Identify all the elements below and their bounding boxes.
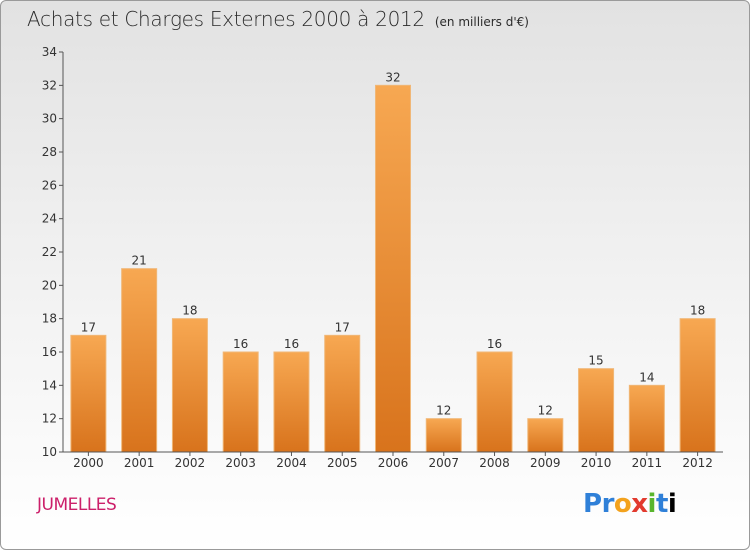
bar-2006 [375, 84, 411, 453]
value-label-2000: 17 [81, 320, 96, 334]
value-label-2005: 17 [335, 320, 350, 334]
bar-2001 [121, 268, 158, 453]
value-label-2002: 18 [182, 304, 197, 318]
value-label-2009: 12 [538, 404, 553, 418]
x-tick-label-2000: 2000 [73, 456, 104, 470]
x-tick-label-2003: 2003 [225, 456, 256, 470]
y-tick-label: 30 [42, 112, 57, 126]
y-tick-label: 14 [42, 378, 57, 392]
value-label-2010: 15 [588, 354, 603, 368]
y-tick-label: 18 [42, 312, 57, 326]
bar-2004 [273, 351, 310, 453]
x-tick-label-2004: 2004 [276, 456, 307, 470]
bar-2000 [70, 334, 107, 453]
value-label-2004: 16 [284, 337, 299, 351]
commune-name: JUMELLES [37, 495, 117, 515]
value-label-2008: 16 [487, 337, 502, 351]
chart-title: Achats et Charges Externes 2000 à 2012 [27, 7, 425, 31]
y-tick-label: 26 [42, 178, 57, 192]
bar-2007 [425, 418, 462, 453]
y-axis: 10 12 14 16 18 20 22 24 26 28 30 32 34 [42, 45, 64, 459]
bars: 17 21 18 16 16 17 32 12 16 12 15 14 18 [70, 70, 716, 453]
y-tick-label: 20 [42, 278, 57, 292]
y-tick-label: 28 [42, 145, 57, 159]
x-tick-label-2005: 2005 [327, 456, 358, 470]
bar-2012 [679, 318, 716, 453]
y-tick-label: 34 [42, 45, 57, 59]
bar-2008 [476, 351, 513, 453]
value-label-2011: 14 [639, 370, 654, 384]
chart-title-block: Achats et Charges Externes 2000 à 2012 (e… [27, 7, 529, 31]
x-tick-label-2010: 2010 [581, 456, 612, 470]
x-tick-label-2012: 2012 [682, 456, 713, 470]
value-label-2001: 21 [132, 254, 147, 268]
bar-2003 [222, 351, 259, 453]
bar-2010 [578, 368, 615, 453]
bar-2009 [527, 418, 564, 453]
y-tick-label: 32 [42, 78, 57, 92]
y-tick-label: 16 [42, 345, 57, 359]
bar-2005 [324, 334, 361, 453]
y-tick-label: 10 [42, 445, 57, 459]
x-tick-label-2007: 2007 [428, 456, 459, 470]
x-axis: 2000 2001 2002 2003 2004 2005 2006 2007 2008 2009… [63, 451, 723, 470]
x-tick-label-2002: 2002 [175, 456, 206, 470]
x-tick-label-2001: 2001 [124, 456, 155, 470]
proxiti-logo[interactable]: Proxiti [583, 489, 677, 519]
bar-2011 [628, 384, 665, 453]
value-label-2006: 32 [385, 70, 400, 84]
value-label-2007: 12 [436, 404, 451, 418]
value-label-2012: 18 [690, 304, 705, 318]
x-tick-label-2009: 2009 [530, 456, 561, 470]
x-tick-label-2008: 2008 [479, 456, 510, 470]
bar-2002 [171, 318, 208, 453]
x-tick-label-2006: 2006 [378, 456, 409, 470]
y-tick-label: 24 [42, 212, 57, 226]
value-label-2003: 16 [233, 337, 248, 351]
x-tick-label-2011: 2011 [632, 456, 663, 470]
y-tick-label: 12 [42, 412, 57, 426]
y-tick-label: 22 [42, 245, 57, 259]
unit-note: (en milliers d'€) [434, 15, 529, 29]
